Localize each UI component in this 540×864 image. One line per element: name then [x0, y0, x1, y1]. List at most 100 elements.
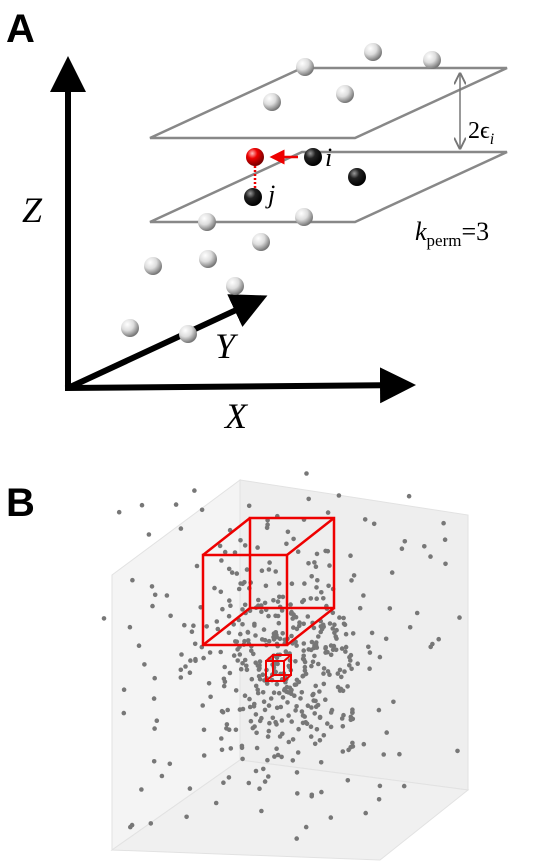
scatter-point [289, 633, 294, 639]
scatter-point [304, 721, 310, 726]
scatter-point [242, 579, 247, 585]
sphere [423, 51, 441, 69]
scatter-point [148, 821, 154, 826]
scatter-point [204, 624, 209, 629]
scatter-point [328, 643, 334, 648]
scatter-point [233, 639, 238, 644]
scatter-point [300, 713, 306, 718]
panel-label: B [6, 481, 35, 525]
scatter-point [262, 637, 268, 643]
scatter-point [220, 709, 226, 715]
small-cube [265, 654, 292, 682]
scatter-point [260, 672, 266, 677]
epsilon-sub: i [490, 131, 494, 148]
scatter-point [339, 716, 345, 721]
scatter-point [182, 622, 187, 628]
scatter-point [291, 536, 296, 542]
epsilon-main: 2ϵ [468, 118, 490, 144]
scatter-point [259, 715, 264, 721]
scatter-point [208, 694, 213, 700]
scatter-point [173, 502, 179, 507]
scatter-point [152, 726, 157, 731]
sphere [144, 257, 162, 275]
scatter-point [262, 779, 268, 784]
scatter-point [268, 696, 274, 701]
scatter-point [192, 488, 197, 493]
sphere-red [246, 148, 264, 166]
label-j: j [265, 180, 275, 209]
scatter-point [340, 749, 346, 754]
scatter-point [229, 570, 235, 575]
scatter-point [263, 583, 269, 589]
scatter-point [201, 753, 207, 758]
scatter-point [436, 636, 442, 642]
sphere [263, 93, 281, 111]
scatter-point [253, 633, 258, 638]
scatter-point [224, 722, 230, 727]
scatter-point [199, 507, 205, 513]
scatter-point [337, 667, 343, 673]
scatter-point [293, 659, 298, 664]
scatter-point [242, 543, 248, 548]
scatter-point [251, 651, 256, 657]
scatter-point [266, 638, 272, 644]
scatter-point [402, 539, 408, 544]
scatter-point [178, 667, 184, 673]
scatter-point [302, 664, 308, 670]
scatter-point [154, 718, 160, 723]
scatter-point [383, 636, 389, 642]
scatter-point [292, 682, 298, 687]
scatter-point [168, 613, 173, 619]
scatter-point [279, 608, 285, 613]
scatter-point [308, 596, 314, 601]
scatter-point [183, 664, 188, 669]
scatter-point [308, 724, 314, 729]
scatter-point [221, 683, 227, 689]
scatter-point [280, 695, 286, 700]
sphere [252, 233, 270, 251]
scatter-point [213, 800, 219, 806]
scatter-point [314, 727, 320, 732]
scatter-point [303, 824, 309, 830]
scatter-point [330, 626, 336, 631]
scatter-point [207, 650, 213, 655]
scatter-point [254, 730, 259, 736]
scatter-point [414, 610, 420, 616]
epsilon-label: 2ϵi [468, 118, 494, 148]
scatter-point [242, 602, 248, 608]
scatter-point [457, 615, 462, 620]
scatter-point [184, 814, 189, 820]
scatter-point [187, 786, 193, 791]
scatter-point [290, 758, 296, 763]
scatter-point [309, 663, 314, 669]
scatter-point [443, 561, 448, 567]
scatter-point [309, 574, 315, 579]
scatter-point [255, 663, 261, 668]
scatter-point [337, 615, 342, 620]
scatter-point [310, 692, 315, 698]
scatter-point [265, 757, 270, 763]
scatter-point [271, 598, 276, 603]
scatter-point [289, 581, 295, 586]
scatter-point [371, 521, 377, 527]
scatter-point [313, 683, 319, 689]
scatter-point [328, 710, 334, 715]
scatter-point [288, 691, 294, 697]
scatter-point [218, 649, 223, 655]
scatter-point [248, 718, 254, 724]
large-cube [201, 516, 336, 647]
scatter-point [266, 703, 272, 708]
scatter-point [290, 616, 296, 621]
scatter-point [260, 690, 266, 695]
scatter-point [381, 752, 387, 757]
scatter-point [313, 564, 319, 569]
scatter-point [399, 546, 405, 551]
scatter-point [240, 607, 245, 612]
scatter-point [101, 616, 107, 621]
scatter-point [428, 644, 434, 650]
scatter-point [340, 688, 346, 694]
scatter-point [288, 611, 294, 616]
scatter-point [259, 568, 265, 573]
scatter-point [237, 707, 243, 712]
